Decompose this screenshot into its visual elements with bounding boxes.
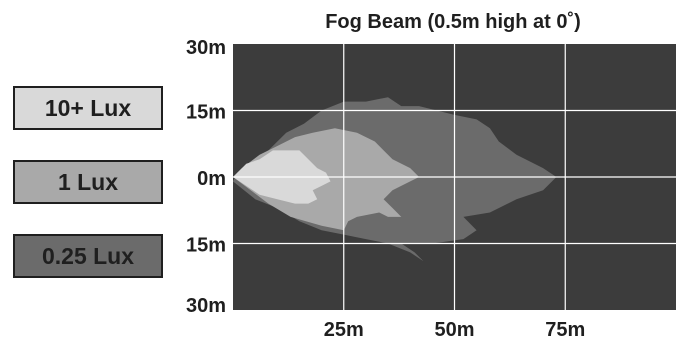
x-tick-label: 75m [545,319,585,341]
legend-label: 1 Lux [58,169,118,195]
legend-label: 0.25 Lux [42,243,134,269]
chart-title: Fog Beam (0.5m high at 0˚) [325,10,581,33]
legend-swatch [13,234,163,278]
legend-swatch [13,160,163,204]
x-tick-label: 25m [324,319,364,341]
y-tick-label: 30m [186,37,226,59]
y-tick-label: 30m [186,295,226,317]
y-tick-label: 15m [186,102,226,124]
legend-label: 10+ Lux [45,95,132,121]
x-tick-label: 50m [434,319,474,341]
y-tick-label: 0m [197,168,226,190]
legend-swatch [13,86,163,130]
x-axis-ticks: 25m 50m 75m [324,319,586,341]
gridlines [233,44,676,310]
legend: 10+ Lux 1 Lux 0.25 Lux [13,86,163,278]
y-tick-label: 15m [186,235,226,257]
y-axis-ticks: 30m 15m 0m 15m 30m [186,37,226,317]
